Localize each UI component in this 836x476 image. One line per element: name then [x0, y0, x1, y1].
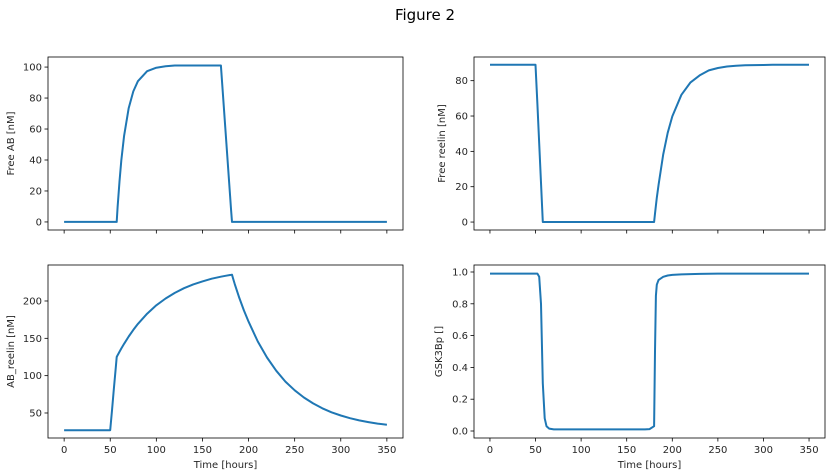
y-tick-label: 1.0	[452, 267, 468, 278]
x-tick-label: 250	[285, 445, 304, 456]
y-tick-label: 0.2	[452, 395, 468, 406]
x-tick-label: 200	[239, 445, 258, 456]
y-tick-label: 80	[455, 76, 468, 87]
x-tick-label: 150	[193, 445, 212, 456]
y-axis-label: Free reelin [nM]	[437, 104, 448, 183]
y-tick-label: 0	[36, 217, 42, 228]
y-tick-label: 100	[23, 371, 42, 382]
x-tick-label: 0	[61, 445, 67, 456]
x-tick-label: 200	[663, 445, 682, 456]
y-tick-label: 60	[29, 125, 42, 136]
y-axis-label: GSK3Bp []	[434, 326, 445, 377]
series-line-free-reelin	[490, 63, 809, 223]
axes-frame	[47, 264, 404, 439]
x-tick-label: 0	[487, 445, 493, 456]
subplot-gsk3bp: 0 50 100 150 200 250 300 350 0.0 0.2 0.4 0.6 0.8 1.0 G…	[434, 264, 826, 471]
y-tick-label: 50	[29, 408, 42, 419]
y-tick-label: 150	[23, 334, 42, 345]
x-tick-label: 150	[617, 445, 636, 456]
x-tick-label: 300	[331, 445, 350, 456]
x-tick-label: 100	[572, 445, 591, 456]
x-tick-label: 250	[708, 445, 727, 456]
y-tick-label: 0.8	[452, 299, 468, 310]
y-tick-label: 60	[455, 112, 468, 123]
axes-frame	[473, 56, 826, 231]
y-tick-label: 40	[455, 147, 468, 158]
subplot-free-reelin: 0 20 40 60 80 Free reelin [nM]	[437, 56, 826, 234]
y-tick-label: 0	[462, 218, 468, 229]
x-tick-label: 100	[147, 445, 166, 456]
figure-title: Figure 2	[395, 6, 455, 24]
axes-frame	[473, 264, 826, 439]
axes-frame	[47, 56, 404, 231]
y-tick-label: 200	[23, 296, 42, 307]
y-tick-label: 100	[23, 63, 42, 74]
x-axis-label: Time [hours]	[617, 460, 682, 471]
series-line-free-ab	[64, 64, 387, 223]
y-axis-label: AB_reelin [nM]	[6, 315, 17, 388]
subplot-ab-reelin: 0 50 100 150 200 250 300 350 50 100 150 200 AB_reeli…	[6, 264, 404, 471]
x-tick-label: 350	[377, 445, 396, 456]
y-axis-label: Free AB [nM]	[6, 111, 17, 175]
x-tick-label: 50	[104, 445, 117, 456]
x-tick-label: 50	[529, 445, 542, 456]
y-tick-label: 20	[29, 186, 42, 197]
y-tick-label: 20	[455, 182, 468, 193]
x-tick-label: 300	[754, 445, 773, 456]
series-line-gsk3bp	[490, 272, 809, 431]
y-tick-label: 80	[29, 94, 42, 105]
y-tick-label: 0.6	[452, 331, 468, 342]
y-tick-label: 0.0	[452, 427, 468, 438]
y-tick-label: 0.4	[452, 363, 468, 374]
series-line-ab-reelin	[64, 273, 388, 432]
y-tick-label: 40	[29, 155, 42, 166]
x-axis-label: Time [hours]	[193, 460, 258, 471]
subplot-free-ab: 0 20 40 60 80 100 Free AB [nM]	[6, 56, 404, 234]
x-tick-label: 350	[799, 445, 818, 456]
